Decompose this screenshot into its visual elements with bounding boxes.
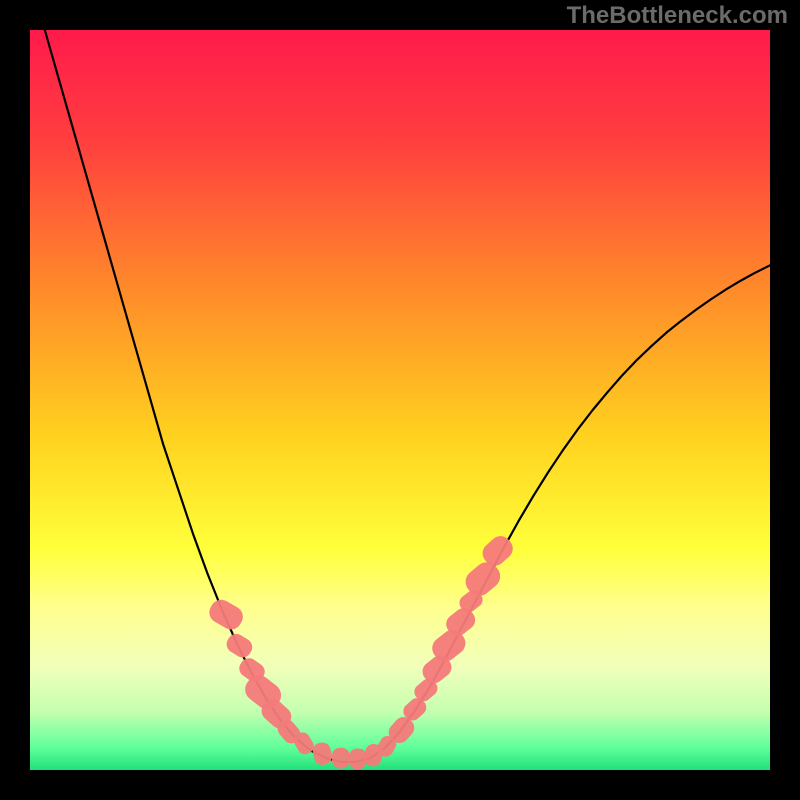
marker-point: [332, 748, 350, 769]
chart-svg: [0, 0, 800, 800]
chart-container: TheBottleneck.com: [0, 0, 800, 800]
watermark-text: TheBottleneck.com: [567, 2, 788, 30]
plot-background: [30, 30, 770, 770]
